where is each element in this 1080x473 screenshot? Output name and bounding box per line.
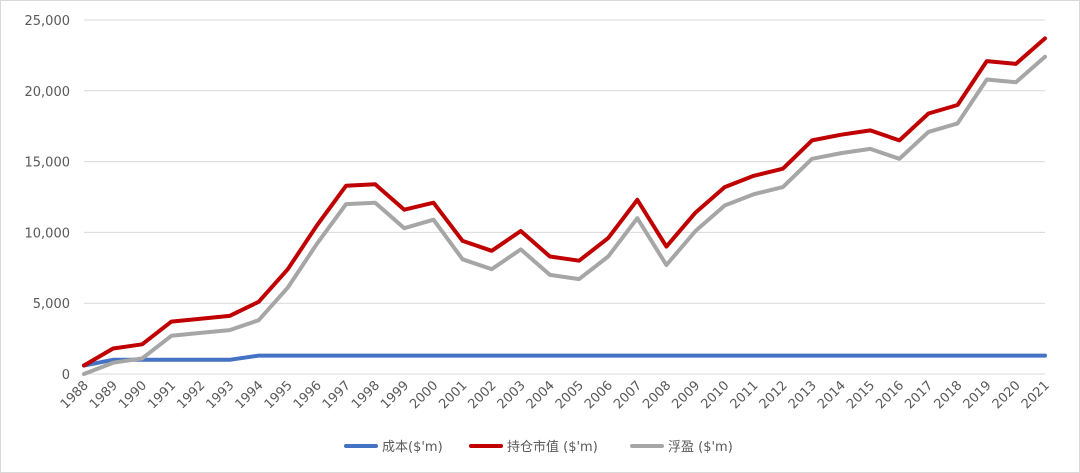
x-tick-label: 2017 <box>902 378 936 412</box>
y-tick-label: 0 <box>62 368 70 383</box>
legend-label: 成本($'m) <box>382 440 443 455</box>
series-lines <box>82 36 1047 376</box>
x-tick-label: 1991 <box>145 378 179 412</box>
x-tick-label: 2007 <box>611 378 645 412</box>
x-tick-label: 1998 <box>349 378 383 412</box>
x-tick-label: 1992 <box>174 378 208 412</box>
y-tick-label: 25,000 <box>25 14 71 29</box>
x-tick-label: 1993 <box>203 378 237 412</box>
x-tick-label: 1997 <box>320 378 354 412</box>
legend: 成本($'m) 持仓市值 ($'m) 浮盈 ($'m) <box>344 439 733 455</box>
series-line-1 <box>82 353 1047 368</box>
x-tick-label: 2021 <box>1019 378 1053 412</box>
y-axis-tick-labels: 0 5,000 10,000 15,000 20,000 25,000 <box>25 14 71 383</box>
x-tick-label: 2002 <box>466 378 500 412</box>
x-tick-label: 2018 <box>931 378 965 412</box>
series-line-2 <box>82 36 1047 368</box>
x-tick-label: 1989 <box>87 378 121 412</box>
x-tick-label: 2020 <box>990 378 1024 412</box>
x-tick-label: 2009 <box>669 378 703 412</box>
x-tick-label: 1996 <box>291 378 325 412</box>
x-tick-label: 2011 <box>728 378 762 412</box>
legend-label: 持仓市值 ($'m) <box>507 439 598 455</box>
x-tick-label: 1995 <box>262 378 296 412</box>
x-tick-label: 2016 <box>873 378 907 412</box>
x-tick-label: 2014 <box>815 378 849 412</box>
x-axis-tick-labels: 1988198919901991199219931994199519961997… <box>58 378 1053 412</box>
x-tick-label: 2005 <box>553 378 587 412</box>
x-tick-label: 2004 <box>524 378 558 412</box>
x-tick-label: 1990 <box>116 378 150 412</box>
x-tick-label: 2000 <box>407 378 441 412</box>
x-tick-label: 1988 <box>58 378 92 412</box>
x-tick-label: 2013 <box>786 378 820 412</box>
x-tick-label: 2006 <box>582 378 616 412</box>
x-tick-label: 2008 <box>640 378 674 412</box>
x-tick-label: 2019 <box>961 378 995 412</box>
legend-label: 浮盈 ($'m) <box>668 440 733 455</box>
series-line-3 <box>82 54 1047 376</box>
x-tick-label: 2003 <box>495 378 529 412</box>
y-tick-label: 10,000 <box>25 226 71 241</box>
y-tick-label: 15,000 <box>25 156 71 171</box>
grid-lines <box>84 19 1045 375</box>
x-tick-label: 1994 <box>233 378 267 412</box>
y-tick-label: 20,000 <box>25 85 71 100</box>
x-tick-label: 2001 <box>436 378 470 412</box>
x-tick-label: 2015 <box>844 378 878 412</box>
x-tick-label: 2010 <box>698 378 732 412</box>
x-tick-label: 2012 <box>757 378 791 412</box>
y-tick-label: 5,000 <box>33 297 70 312</box>
x-tick-label: 1999 <box>378 378 412 412</box>
